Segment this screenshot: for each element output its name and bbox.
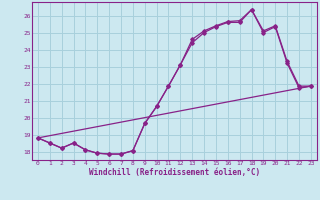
X-axis label: Windchill (Refroidissement éolien,°C): Windchill (Refroidissement éolien,°C) [89,168,260,177]
